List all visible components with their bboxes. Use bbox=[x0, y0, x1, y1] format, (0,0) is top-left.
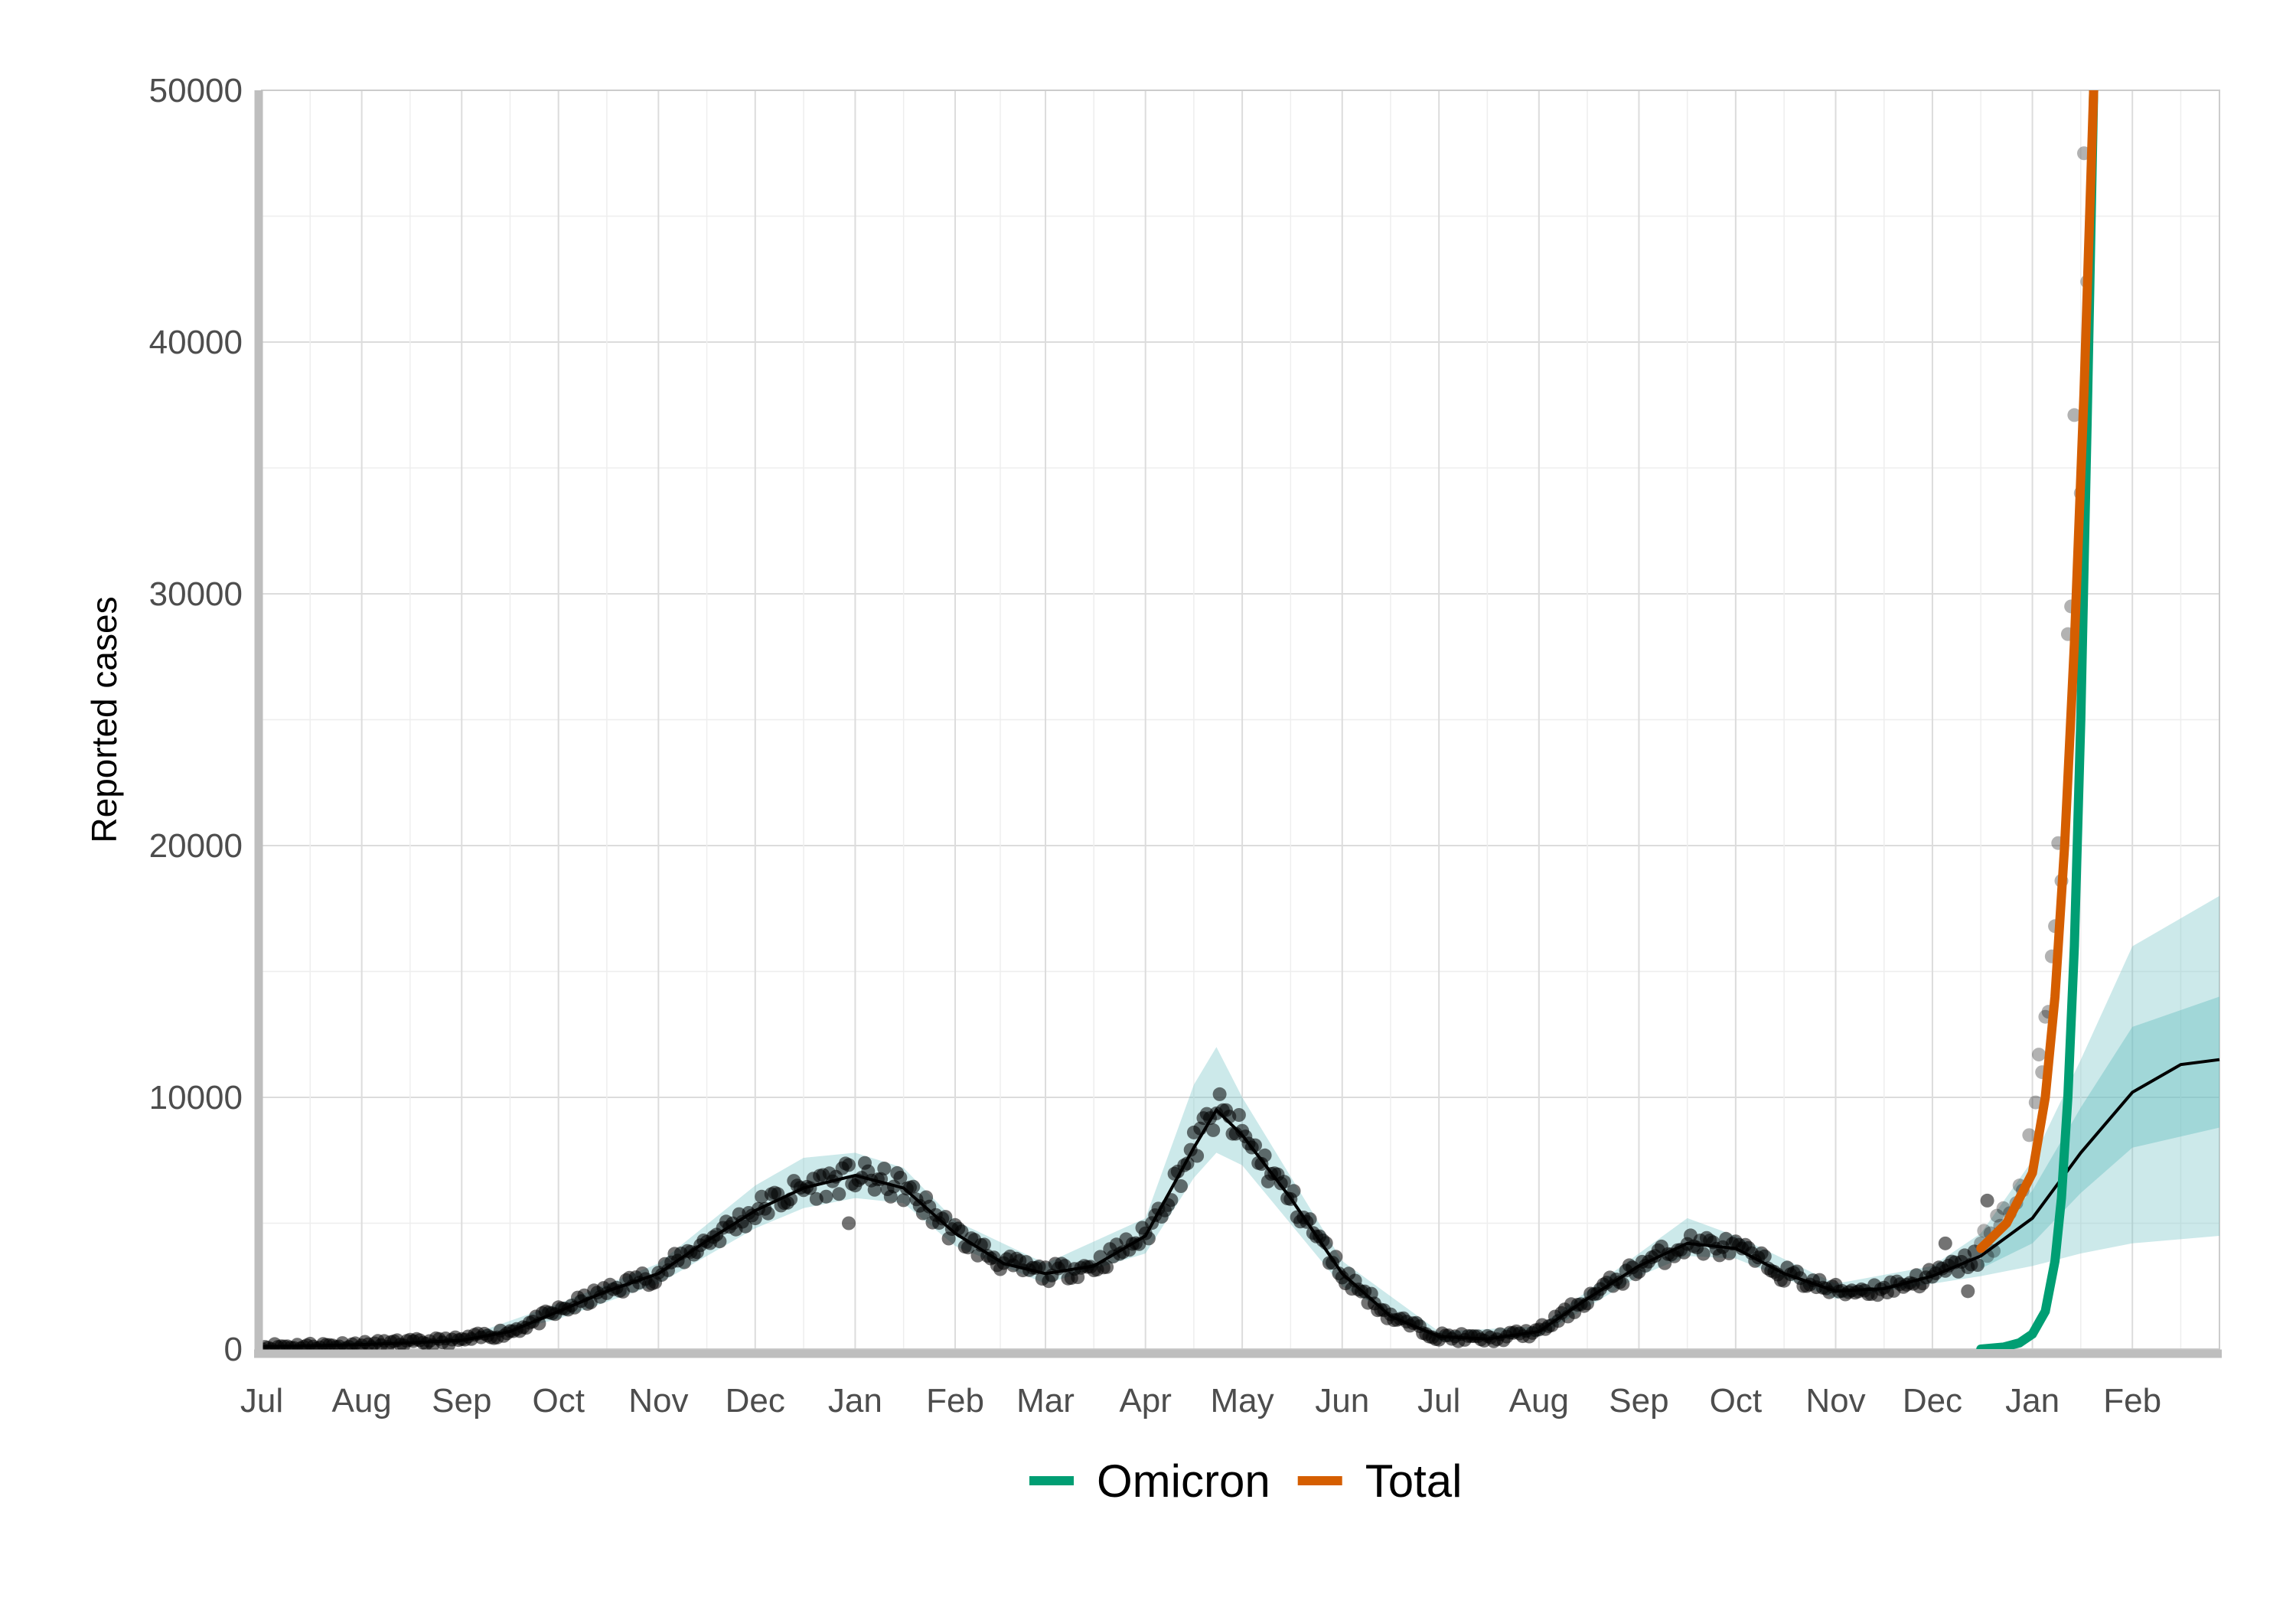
observation-point bbox=[2028, 1095, 2043, 1110]
observation-point bbox=[739, 1219, 753, 1234]
observation-point bbox=[1174, 1179, 1188, 1193]
y-tick-label: 0 bbox=[224, 1331, 243, 1368]
observation-point bbox=[867, 1182, 882, 1197]
observation-point bbox=[841, 1216, 856, 1231]
observation-point bbox=[906, 1179, 921, 1194]
x-tick-label: Jul bbox=[240, 1382, 283, 1420]
x-tick-label: May bbox=[1211, 1382, 1274, 1420]
x-tick-label: Jan bbox=[2005, 1382, 2060, 1420]
observation-point bbox=[896, 1193, 911, 1208]
observation-point bbox=[1100, 1260, 1114, 1274]
x-tick-label: Dec bbox=[726, 1382, 785, 1420]
series-lines bbox=[261, 90, 2220, 1349]
y-tick-label: 20000 bbox=[149, 827, 243, 865]
y-axis-ticks: 0 10000 20000 30000 40000 50000 bbox=[149, 72, 243, 1368]
x-tick-label: Sep bbox=[432, 1382, 491, 1420]
observation-point bbox=[842, 1158, 856, 1172]
observation-point bbox=[1696, 1247, 1711, 1261]
observation-point bbox=[761, 1206, 775, 1221]
x-tick-label: Nov bbox=[1805, 1382, 1865, 1420]
observation-point bbox=[819, 1189, 833, 1204]
observation-point bbox=[1980, 1193, 1994, 1208]
observation-point bbox=[1938, 1236, 1952, 1250]
x-tick-label: Jun bbox=[1315, 1382, 1369, 1420]
observation-point bbox=[1616, 1276, 1630, 1291]
x-tick-label: Aug bbox=[331, 1382, 391, 1420]
observation-point bbox=[2067, 408, 2082, 422]
y-tick-label: 30000 bbox=[149, 575, 243, 613]
y-tick-label: 50000 bbox=[149, 72, 243, 109]
observation-point bbox=[1961, 1284, 1975, 1299]
x-tick-label: Aug bbox=[1509, 1382, 1569, 1420]
observation-point bbox=[1990, 1208, 2004, 1223]
observation-point bbox=[1190, 1149, 1205, 1163]
observation-point bbox=[1996, 1201, 2011, 1215]
observation-point bbox=[1206, 1123, 1221, 1137]
observation-point bbox=[1231, 1108, 1246, 1122]
x-tick-label: Oct bbox=[532, 1382, 584, 1420]
series-line-total bbox=[1976, 90, 2099, 1253]
observation-point bbox=[1977, 1224, 1991, 1238]
observation-point bbox=[713, 1234, 727, 1249]
x-tick-label: Sep bbox=[1609, 1382, 1668, 1420]
band-50-interval bbox=[1981, 996, 2219, 1269]
observation-point bbox=[832, 1187, 846, 1201]
observation-point bbox=[1212, 1087, 1227, 1101]
series-line-omicron bbox=[1976, 90, 2099, 1349]
x-tick-label: Feb bbox=[926, 1382, 984, 1420]
fitted-line bbox=[261, 1058, 2220, 1348]
observation-point bbox=[1970, 1258, 1985, 1272]
observation-point bbox=[893, 1170, 908, 1185]
observation-point bbox=[970, 1248, 985, 1263]
x-tick-label: Apr bbox=[1119, 1382, 1171, 1420]
x-axis-ticks: Jul Aug Sep Oct Nov Dec Jan Feb Mar Apr May Jun Jul A… bbox=[240, 1382, 2161, 1420]
y-tick-label: 40000 bbox=[149, 324, 243, 361]
x-tick-label: Oct bbox=[1710, 1382, 1762, 1420]
observation-point bbox=[1757, 1249, 1772, 1263]
observation-point bbox=[1287, 1184, 1301, 1198]
x-tick-label: Dec bbox=[1903, 1382, 1962, 1420]
x-tick-label: Feb bbox=[2103, 1382, 2161, 1420]
legend-label: Total bbox=[1365, 1455, 1463, 1507]
y-tick-label: 10000 bbox=[149, 1079, 243, 1116]
x-tick-label: Mar bbox=[1016, 1382, 1075, 1420]
x-tick-label: Nov bbox=[628, 1382, 688, 1420]
axes bbox=[254, 90, 2222, 1358]
observation-point bbox=[2032, 1048, 2047, 1062]
legend-label: Omicron bbox=[1097, 1455, 1270, 1507]
observation-point bbox=[2022, 1128, 2037, 1143]
y-axis-title: Reported cases bbox=[84, 596, 124, 843]
legend: Omicron Total bbox=[1029, 1455, 1462, 1507]
legend-item-total: Total bbox=[1297, 1455, 1463, 1507]
observation-point bbox=[877, 1162, 892, 1175]
legend-item-omicron: Omicron bbox=[1029, 1455, 1270, 1507]
x-tick-label: Jan bbox=[828, 1382, 882, 1420]
x-tick-label: Jul bbox=[1417, 1382, 1460, 1420]
